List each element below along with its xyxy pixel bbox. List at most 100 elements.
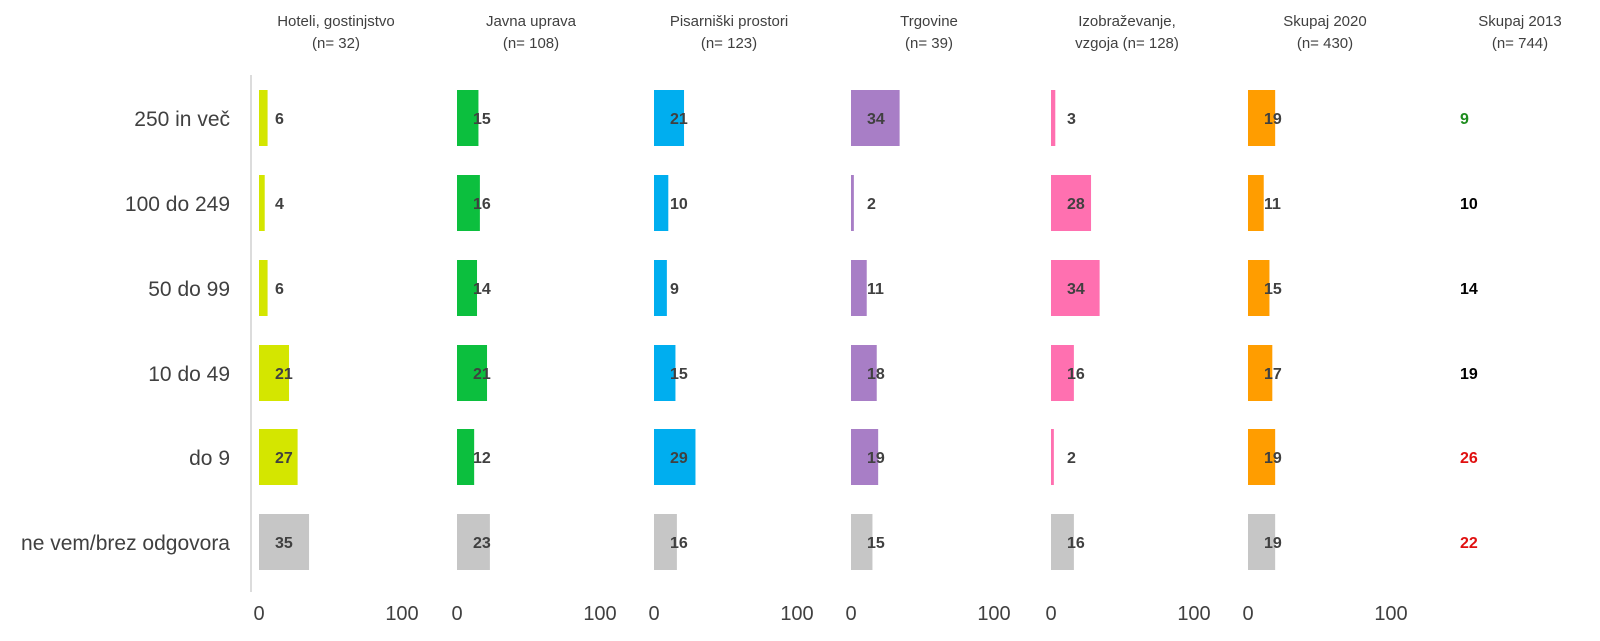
data-label: 16 <box>670 535 688 552</box>
data-label: 4 <box>275 196 284 213</box>
bar <box>654 90 685 146</box>
data-label: 34 <box>1067 281 1085 298</box>
bar <box>457 514 490 570</box>
x-tick-label: 100 <box>977 603 1010 625</box>
bar <box>457 90 479 146</box>
bar <box>259 514 310 570</box>
x-tick-label: 100 <box>583 603 616 625</box>
bar <box>259 175 265 231</box>
series-header-line2: (n= 39) <box>905 35 953 52</box>
bar <box>1051 429 1054 485</box>
category-label: 50 do 99 <box>148 278 230 301</box>
bar <box>1051 514 1074 570</box>
data-label: 16 <box>1067 366 1085 383</box>
bar <box>259 345 290 401</box>
bar <box>1051 260 1100 316</box>
data-label: 16 <box>1067 535 1085 552</box>
bar <box>1248 429 1276 485</box>
bar <box>259 90 268 146</box>
data-label: 15 <box>670 366 688 383</box>
x-tick-label: 0 <box>1242 603 1253 625</box>
x-tick-label: 100 <box>385 603 418 625</box>
bar <box>851 90 900 146</box>
data-label: 18 <box>867 366 885 383</box>
comparison-value: 14 <box>1460 281 1478 298</box>
bar <box>1051 345 1074 401</box>
data-label: 12 <box>473 450 491 467</box>
series-header-line2: (n= 32) <box>312 35 360 52</box>
data-label: 29 <box>670 450 688 467</box>
bar <box>1051 90 1056 146</box>
comparison-header-line1: Skupaj 2013 <box>1478 13 1561 30</box>
bar <box>457 429 475 485</box>
data-label: 15 <box>473 111 491 128</box>
bar <box>851 175 854 231</box>
data-label: 21 <box>670 111 688 128</box>
comparison-value: 9 <box>1460 111 1469 128</box>
series-header-line1: Pisarniški prostori <box>670 13 788 30</box>
x-tick-label: 0 <box>253 603 264 625</box>
series-header-line2: (n= 108) <box>503 35 559 52</box>
category-label: 100 do 249 <box>125 193 230 216</box>
bar <box>1248 260 1270 316</box>
comparison-header-line2: (n= 744) <box>1492 35 1548 52</box>
data-label: 17 <box>1264 366 1282 383</box>
category-label: ne vem/brez odgovora <box>21 532 230 555</box>
x-tick-label: 100 <box>780 603 813 625</box>
data-label: 11 <box>867 281 884 298</box>
comparison-value: 26 <box>1460 450 1478 467</box>
bar <box>457 175 480 231</box>
data-label: 21 <box>275 366 293 383</box>
bar <box>457 260 478 316</box>
comparison-value: 10 <box>1460 196 1478 213</box>
data-label: 6 <box>275 281 284 298</box>
series-header-line2: (n= 430) <box>1297 35 1353 52</box>
x-tick-label: 0 <box>845 603 856 625</box>
data-label: 9 <box>670 281 679 298</box>
x-tick-label: 0 <box>1045 603 1056 625</box>
data-label: 16 <box>473 196 491 213</box>
bar <box>851 345 877 401</box>
data-label: 34 <box>867 111 885 128</box>
bar <box>851 260 867 316</box>
bar <box>654 345 676 401</box>
bar <box>654 260 667 316</box>
bar <box>654 175 669 231</box>
series-header-line2: vzgoja (n= 128) <box>1075 35 1179 52</box>
series-header-line1: Hoteli, gostinjstvo <box>277 13 395 30</box>
data-label: 35 <box>275 535 293 552</box>
x-tick-label: 0 <box>648 603 659 625</box>
comparison-value: 22 <box>1460 535 1478 552</box>
data-label: 15 <box>867 535 885 552</box>
data-label: 11 <box>1264 196 1281 213</box>
data-label: 27 <box>275 450 293 467</box>
bar <box>259 260 268 316</box>
series-header-line1: Javna uprava <box>486 13 577 30</box>
bar <box>851 429 879 485</box>
data-label: 28 <box>1067 196 1085 213</box>
data-label: 19 <box>1264 535 1282 552</box>
series-header-line2: (n= 123) <box>701 35 757 52</box>
comparison-value: 19 <box>1460 366 1478 383</box>
data-label: 6 <box>275 111 284 128</box>
data-label: 21 <box>473 366 491 383</box>
bar <box>259 429 298 485</box>
bar <box>654 429 696 485</box>
data-label: 19 <box>1264 111 1282 128</box>
category-label: 250 in več <box>134 108 230 131</box>
bar <box>654 514 677 570</box>
category-label: 10 do 49 <box>148 363 230 386</box>
data-label: 14 <box>473 281 491 298</box>
data-label: 23 <box>473 535 491 552</box>
series-header-line1: Izobraževanje, <box>1078 13 1176 30</box>
series-header-line1: Trgovine <box>900 13 958 30</box>
bar <box>1248 345 1273 401</box>
x-tick-label: 100 <box>1374 603 1407 625</box>
bar <box>1248 175 1264 231</box>
category-label: do 9 <box>189 447 230 470</box>
bar <box>1248 514 1276 570</box>
data-label: 19 <box>1264 450 1282 467</box>
bar <box>457 345 488 401</box>
